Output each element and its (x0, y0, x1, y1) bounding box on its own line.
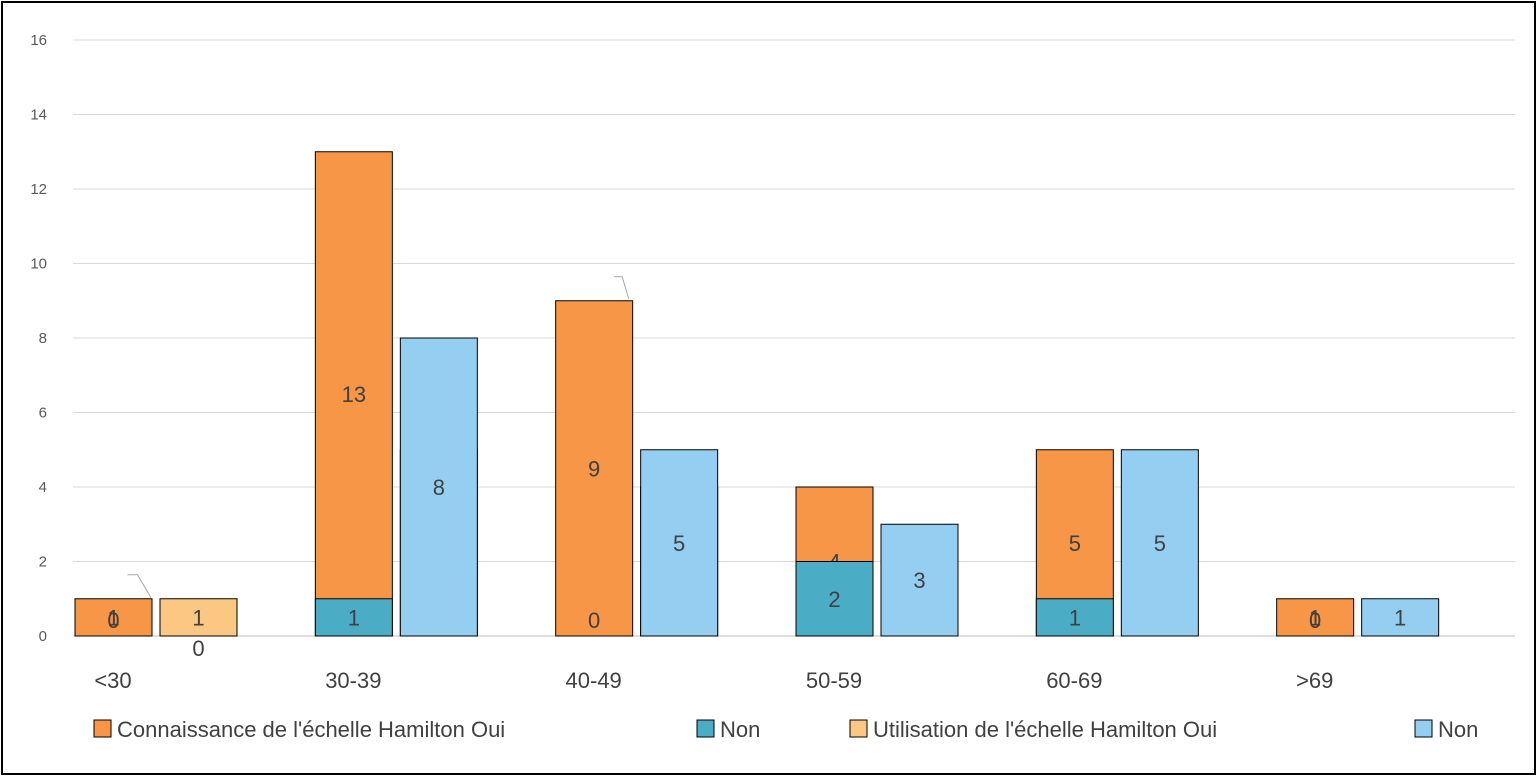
y-tick-label: 14 (30, 107, 47, 124)
bar-segment (74, 598, 153, 637)
y-tick-label: 6 (39, 405, 47, 422)
label-leader-line (614, 276, 630, 299)
legend-swatch (696, 719, 715, 738)
data-label: 3 (913, 568, 925, 593)
data-label: 5 (1154, 531, 1166, 556)
x-tick-label: 60-69 (1046, 668, 1102, 693)
legend-swatch (93, 719, 112, 738)
legend-swatch (1414, 719, 1433, 738)
data-label: 0 (192, 636, 204, 661)
legend-swatch (849, 719, 868, 738)
legend-label: Connaissance de l'échelle Hamilton Oui (117, 717, 505, 742)
bar-segment (640, 449, 719, 637)
data-label: 1 (1394, 605, 1406, 630)
data-label: 5 (1069, 531, 1081, 556)
bar-segment (880, 523, 959, 637)
legend-label: Non (720, 717, 760, 742)
data-label: 1 (192, 605, 204, 630)
x-tick-label: 40-49 (566, 668, 622, 693)
data-label: 2 (828, 587, 840, 612)
data-label: 0 (588, 608, 600, 633)
data-label: 0 (107, 608, 119, 633)
y-tick-label: 8 (39, 330, 47, 347)
x-tick-label: 50-59 (806, 668, 862, 693)
bar-segment (159, 598, 238, 637)
legend-label: Utilisation de l'échelle Hamilton Oui (873, 717, 1217, 742)
data-label: 0 (1309, 608, 1321, 633)
bar-segment (1361, 598, 1440, 637)
x-tick-label: <30 (94, 668, 131, 693)
bar-segment (314, 151, 393, 637)
data-label: 9 (588, 456, 600, 481)
bar-segment (1035, 598, 1114, 637)
y-tick-label: 4 (39, 479, 47, 496)
data-label: 1 (348, 605, 360, 630)
label-leader-line (127, 574, 152, 599)
bar-segment (1276, 598, 1355, 637)
x-tick-label: 30-39 (325, 668, 381, 693)
data-label: 1 (1309, 605, 1321, 630)
legend-label: Non (1438, 717, 1478, 742)
data-label: 1 (107, 605, 119, 630)
data-label: 5 (673, 531, 685, 556)
bar-segment (1120, 449, 1199, 637)
bar-segment (314, 598, 393, 637)
bar-segment (555, 300, 634, 637)
y-tick-label: 10 (30, 256, 47, 273)
bar-segment (795, 561, 874, 637)
y-tick-label: 0 (39, 628, 47, 645)
y-tick-label: 16 (30, 32, 47, 49)
bar-segment (399, 337, 478, 637)
data-label: 1 (1069, 605, 1081, 630)
data-label: 13 (342, 382, 366, 407)
y-tick-label: 2 (39, 554, 47, 571)
data-label: 8 (433, 475, 445, 500)
y-tick-label: 12 (30, 181, 47, 198)
x-tick-label: >69 (1296, 668, 1333, 693)
